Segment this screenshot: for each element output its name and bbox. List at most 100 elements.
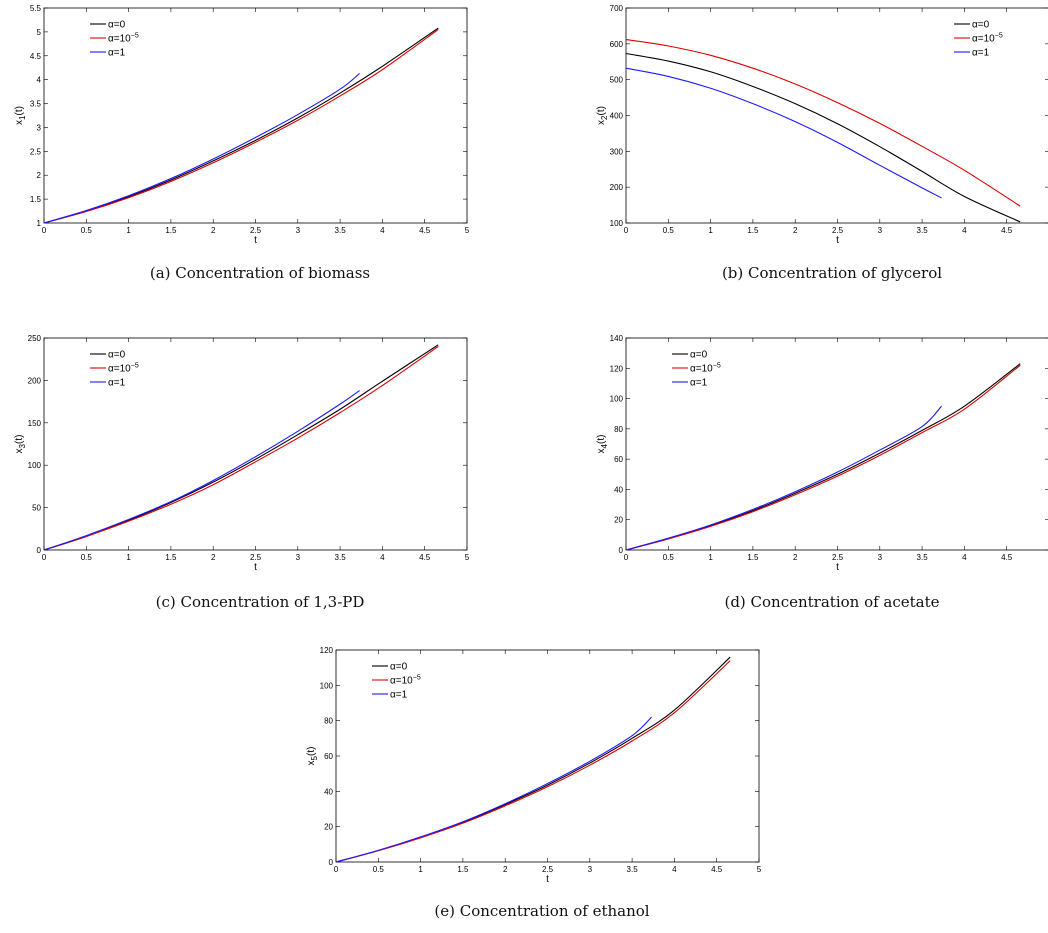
y-tick-label: 50 [32, 504, 41, 513]
y-axis-label: x5(t) [306, 747, 319, 766]
y-tick-label: 100 [610, 219, 624, 228]
series-line-0 [43, 27, 439, 224]
x-tick-label: 3.5 [335, 226, 347, 235]
y-tick-label: 40 [324, 787, 333, 796]
y-tick-label: 40 [614, 485, 623, 494]
series-line-0 [43, 344, 439, 551]
x-axis-label: t [254, 235, 257, 246]
x-tick-label: 4 [962, 226, 967, 235]
caption-b: (b) Concentration of glycerol [721, 264, 943, 282]
y-tick-label: 400 [610, 112, 624, 121]
x-tick-label: 5 [465, 226, 470, 235]
panel-a: 0 0.5 1 1.5 2 2.5 3 3.5 4 4.5 5 1 1.5 2 2.5 3 3.5 4 4.5 5 5.… [0, 0, 500, 300]
y-tick-label: 3 [37, 123, 42, 132]
panel-b: 0 0.5 1 1.5 2 2.5 3 3.5 4 4.5 100 200 300 400 500 600 70… [582, 0, 1048, 300]
series-line-0 [625, 52, 1021, 223]
series-line-1 [43, 29, 439, 224]
panel-c: 0 0.5 1 1.5 2 2.5 3 3.5 4 4.5 5 0 50 100 150 200 250 t x3(… [0, 330, 500, 620]
series-line-2 [625, 405, 942, 551]
x-tick-label: 4 [672, 865, 677, 874]
chart-ethanol: 0 0.5 1 1.5 2 2.5 3 3.5 4 4.5 5 0 20 40 60 80 100 120 t x5(… [306, 646, 762, 885]
y-tick-label: 150 [28, 419, 42, 428]
series-line-1 [625, 364, 1021, 551]
y-tick-label: 20 [324, 823, 333, 832]
y-tick-label: 4 [37, 76, 42, 85]
x-tick-label: 1 [708, 553, 713, 562]
x-tick-label: 3 [878, 553, 883, 562]
legend-label-1: α=10−5 [390, 675, 421, 687]
x-tick-label: 4.5 [1001, 553, 1013, 562]
series-line-2 [625, 67, 942, 199]
x-tick-label: 1.5 [165, 226, 177, 235]
x-tick-label: 4.5 [419, 226, 431, 235]
y-tick-label: 80 [324, 717, 333, 726]
y-tick-label: 60 [324, 752, 333, 761]
y-tick-label: 140 [610, 334, 624, 343]
x-tick-label: 2.5 [832, 553, 844, 562]
legend-label-2: α=1 [390, 690, 408, 701]
y-tick-label: 100 [610, 395, 624, 404]
y-tick-label: 700 [610, 4, 624, 13]
chart-biomass: 0 0.5 1 1.5 2 2.5 3 3.5 4 4.5 5 1 1.5 2 2.5 3 3.5 4 4.5 5 5.… [14, 4, 470, 246]
y-tick-label: 0 [37, 546, 42, 555]
y-tick-label: 0 [619, 546, 624, 555]
x-tick-label: 0 [42, 553, 47, 562]
y-tick-label: 2.5 [30, 147, 42, 156]
x-tick-label: 4 [380, 553, 385, 562]
x-tick-label: 0 [624, 553, 629, 562]
y-tick-label: 200 [610, 183, 624, 192]
legend-label-1: α=10−5 [972, 33, 1003, 45]
series-line-1 [43, 346, 439, 551]
y-axis-label: x1(t) [14, 106, 27, 125]
y-tick-label: 0 [329, 858, 334, 867]
y-tick-label: 2 [37, 171, 42, 180]
y-tick-label: 100 [320, 681, 334, 690]
x-tick-label: 3 [296, 553, 301, 562]
x-tick-label: 3 [588, 865, 593, 874]
series-line-1 [625, 38, 1021, 207]
y-tick-label: 500 [610, 76, 624, 85]
x-tick-label: 0.5 [373, 865, 385, 874]
y-tick-label: 4.5 [30, 52, 42, 61]
x-tick-label: 3.5 [917, 553, 929, 562]
y-tick-label: 120 [610, 364, 624, 373]
panel-d: 0 0.5 1 1.5 2 2.5 3 3.5 4 4.5 0 20 40 60 80 100 120 140 t x… [582, 330, 1048, 620]
legend-label-2: α=1 [972, 48, 990, 59]
x-tick-label: 0.5 [81, 226, 93, 235]
x-axis-label: t [546, 874, 549, 885]
x-tick-label: 0 [624, 226, 629, 235]
x-tick-label: 1 [708, 226, 713, 235]
legend-label-2: α=1 [108, 378, 126, 389]
x-tick-label: 2 [503, 865, 508, 874]
legend-label-0: α=0 [108, 20, 126, 31]
y-tick-label: 3.5 [30, 100, 42, 109]
x-tick-label: 4.5 [419, 553, 431, 562]
y-tick-label: 5 [37, 28, 42, 37]
chart-acetate: 0 0.5 1 1.5 2 2.5 3 3.5 4 4.5 0 20 40 60 80 100 120 140 t x… [596, 334, 1048, 573]
y-tick-label: 80 [614, 425, 623, 434]
legend-label-1: α=10−5 [108, 33, 139, 45]
x-tick-label: 4.5 [711, 865, 723, 874]
x-tick-label: 2 [211, 553, 216, 562]
x-tick-label: 4.5 [1001, 226, 1013, 235]
x-tick-label: 4 [380, 226, 385, 235]
y-tick-label: 100 [28, 461, 42, 470]
x-axis-label: t [836, 235, 839, 246]
caption-a: (a) Concentration of biomass [149, 264, 371, 282]
y-axis-label: x4(t) [596, 435, 609, 454]
y-tick-label: 1.5 [30, 195, 42, 204]
x-tick-label: 1 [126, 553, 131, 562]
series-line-1 [335, 660, 731, 863]
series-line-0 [625, 363, 1021, 551]
legend-label-0: α=0 [390, 662, 408, 673]
legend-label-0: α=0 [972, 20, 990, 31]
y-tick-label: 600 [610, 40, 624, 49]
x-tick-label: 1 [126, 226, 131, 235]
x-tick-label: 3 [296, 226, 301, 235]
x-tick-label: 2.5 [250, 553, 262, 562]
series-line-2 [43, 390, 360, 551]
x-tick-label: 3 [878, 226, 883, 235]
x-tick-label: 1.5 [457, 865, 469, 874]
y-tick-label: 200 [28, 376, 42, 385]
x-tick-label: 0.5 [663, 553, 675, 562]
